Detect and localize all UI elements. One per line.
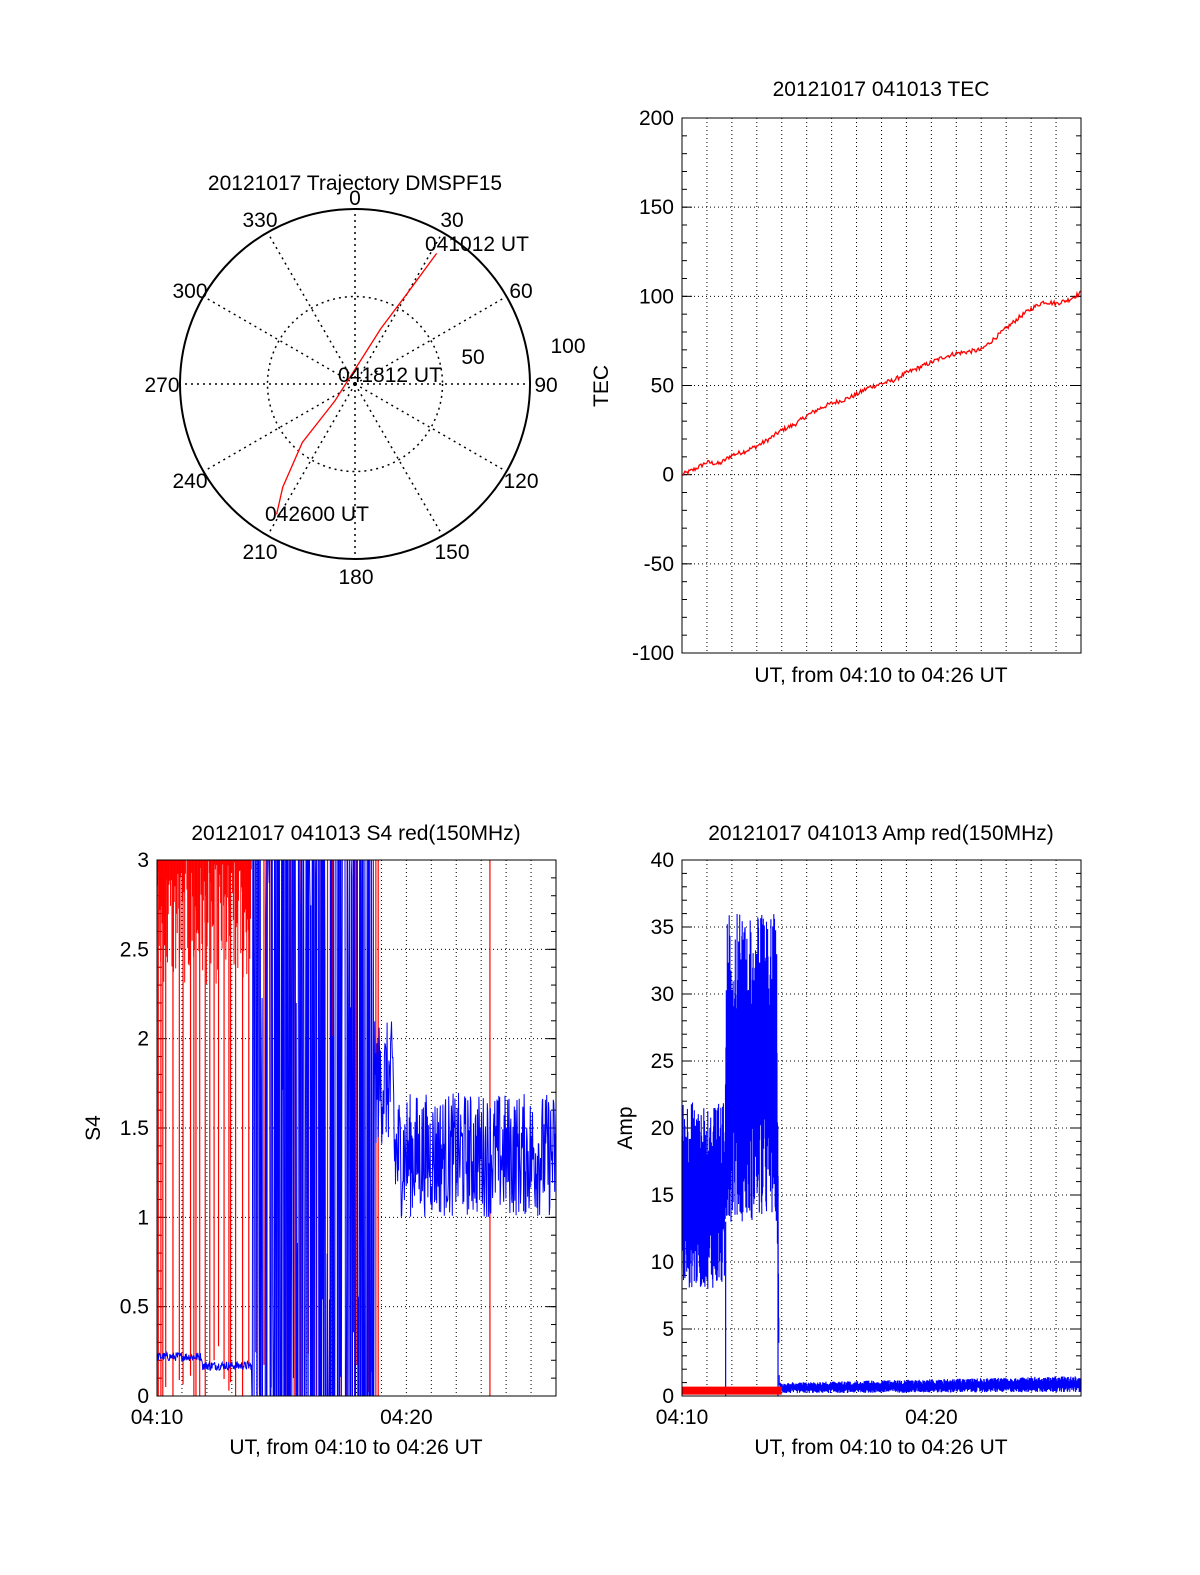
polar-radial-label: 50: [461, 346, 484, 369]
polar-grid-spoke: [354, 383, 444, 536]
s4-ylabel: S4: [82, 1115, 105, 1141]
polar-outer-circle: [179, 208, 531, 560]
tec-ytick-label: -50: [644, 553, 674, 576]
polar-angle-label: 150: [434, 541, 469, 564]
polar-angle-label: 210: [242, 541, 277, 564]
tec-ytick-label: 150: [639, 196, 674, 219]
polar-grid-spoke: [354, 232, 444, 385]
polar-angle-label: 90: [534, 374, 557, 397]
amp-ylabel: Amp: [614, 1106, 637, 1149]
polar-angle-label: 330: [242, 209, 277, 232]
polar-grid-circle: [266, 295, 444, 473]
polar-grid-spoke: [354, 383, 507, 473]
s4-xtick-label: 04:20: [380, 1406, 433, 1429]
amp-ytick-label: 40: [651, 849, 674, 872]
tec-xlabel: UT, from 04:10 to 04:26 UT: [754, 664, 1007, 687]
s4-ytick-label: 0: [137, 1385, 149, 1408]
tec-ylabel: TEC: [590, 365, 613, 407]
polar-grid-spoke: [203, 383, 356, 473]
s4-title: 20121017 041013 S4 red(150MHz): [191, 822, 520, 845]
amp-ytick-label: 20: [651, 1117, 674, 1140]
s4-ytick-label: 1.5: [120, 1117, 149, 1140]
trajectory-mid-label: 041812 UT: [338, 364, 442, 387]
tec-ytick-label: -100: [632, 642, 674, 665]
s4-chart: 20121017 041013 S4 red(150MHz) UT, from …: [82, 822, 557, 1459]
polar-grid-spoke: [203, 295, 356, 385]
trajectory-start-label: 041012 UT: [425, 233, 529, 256]
polar-angle-label: 180: [338, 566, 373, 589]
polar-angle-label: 240: [172, 470, 207, 493]
amp-ytick-label: 30: [651, 983, 674, 1006]
amp-ytick-label: 35: [651, 916, 674, 939]
polar-radial-label: 100: [550, 335, 585, 358]
amp-ytick-label: 15: [651, 1184, 674, 1207]
polar-grid-spoke: [354, 295, 507, 385]
trajectory-end-label: 042600 UT: [265, 503, 369, 526]
polar-angle-label: 30: [440, 209, 463, 232]
tec-ytick-label: 50: [651, 375, 674, 398]
tec-title: 20121017 041013 TEC: [773, 78, 990, 101]
polar-angle-label: 120: [503, 470, 538, 493]
polar-title: 20121017 Trajectory DMSPF15: [208, 172, 502, 195]
amp-ytick-label: 0: [662, 1385, 674, 1408]
polar-grid-spoke: [266, 232, 356, 385]
polar-grid-spoke: [266, 383, 356, 536]
amp-chart: 20121017 041013 Amp red(150MHz) UT, from…: [614, 822, 1082, 1459]
s4-ytick-label: 1: [137, 1206, 149, 1229]
tec-plot-frame: [681, 117, 1082, 654]
tec-ytick-label: 200: [639, 107, 674, 130]
amp-ytick-label: 25: [651, 1050, 674, 1073]
tec-chart: 20121017 041013 TEC UT, from 04:10 to 04…: [590, 78, 1082, 687]
amp-red-series: [682, 1386, 782, 1395]
amp-title: 20121017 041013 Amp red(150MHz): [708, 822, 1054, 845]
amp-blue-series: [681, 914, 1082, 1394]
amp-xtick-label: 04:10: [656, 1406, 709, 1429]
polar-angle-label: 60: [509, 280, 532, 303]
trajectory-line: [275, 253, 438, 515]
amp-ytick-label: 5: [662, 1318, 674, 1341]
tec-ytick-label: 0: [662, 464, 674, 487]
s4-ytick-label: 2: [137, 1028, 149, 1051]
tec-ytick-label: 100: [639, 285, 674, 308]
trajectory-polar-chart: 20121017 Trajectory DMSPF15 0 30 60 90 120 15…: [144, 172, 585, 589]
amp-ytick-label: 10: [651, 1251, 674, 1274]
s4-ytick-label: 0.5: [120, 1296, 149, 1319]
s4-ytick-label: 2.5: [120, 938, 149, 961]
tec-series-line: [681, 290, 1081, 477]
amp-xtick-label: 04:20: [905, 1406, 958, 1429]
s4-xtick-label: 04:10: [131, 1406, 184, 1429]
s4-plot-frame: [156, 859, 557, 1397]
polar-angle-label: 270: [144, 374, 179, 397]
polar-angle-label: 300: [172, 280, 207, 303]
s4-ytick-label: 3: [137, 849, 149, 872]
polar-angle-label: 0: [349, 187, 361, 210]
amp-plot-frame: [681, 859, 1082, 1397]
s4-xlabel: UT, from 04:10 to 04:26 UT: [229, 1436, 482, 1459]
amp-xlabel: UT, from 04:10 to 04:26 UT: [754, 1436, 1007, 1459]
